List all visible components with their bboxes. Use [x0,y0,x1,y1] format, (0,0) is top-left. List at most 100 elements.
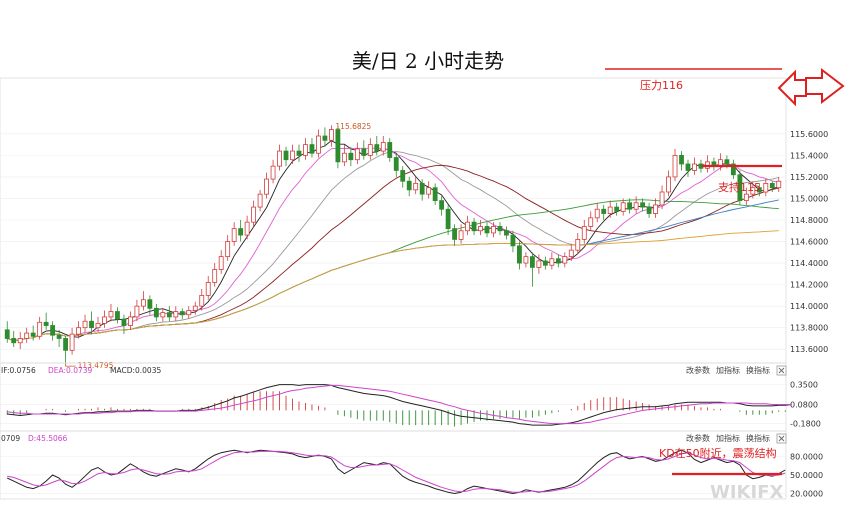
candle-body [510,234,516,247]
candle-body [303,144,308,156]
candle-body [361,148,367,156]
candle [400,166,406,188]
candle-body [147,299,153,309]
candle [102,310,107,328]
candle [413,176,419,195]
macd-tick-label: -0.1800 [790,420,821,429]
candle [426,181,432,199]
candle [510,230,516,253]
candle-body [95,322,101,329]
candle-body [679,154,684,165]
price-tick-label: 114.4000 [790,259,828,268]
change-params-button[interactable]: 改参数 [686,365,710,375]
candlesticks [4,125,782,363]
candle [17,332,23,350]
candle-body [218,256,224,270]
candle [283,146,289,167]
candle-body [646,206,652,214]
candle [497,222,503,236]
candle-body [672,154,678,178]
add-indicator-button[interactable]: 加指标 [716,365,740,375]
close-icon[interactable] [776,433,787,444]
candle [730,159,736,180]
candle-body [63,338,69,351]
candle [685,159,691,177]
candle [328,125,334,147]
kd-panel-border [0,430,787,500]
candle [128,311,133,330]
candle [380,136,386,156]
candle [439,196,445,216]
price-tick-label: 115.0000 [790,194,828,203]
candle [4,321,10,343]
candle [393,153,399,177]
candle-body [542,260,548,266]
candle [309,138,315,158]
candle-body [264,178,269,195]
candle [581,220,587,244]
candle-body [128,316,133,326]
candle-body [426,187,432,195]
candle [484,222,490,238]
candle [445,204,451,236]
candle-body [458,230,464,240]
candle [387,138,393,162]
candle [640,198,646,212]
candle [653,198,658,218]
candle-body [50,325,56,336]
candle-body [633,202,639,210]
switch-indicator-button[interactable]: 换指标 [746,433,770,443]
low-pointer [65,362,76,367]
candle [627,198,633,214]
candle-body [750,187,756,195]
candle-body [387,142,393,158]
candle-body [737,174,743,202]
candle-body [30,332,36,337]
close-icon[interactable] [776,365,787,376]
low-label: 113.4795 [78,361,114,370]
candle-body [238,228,244,236]
candle-body [24,332,30,339]
macd-tick-label: 0.0800 [790,400,818,409]
add-indicator-button[interactable]: 加指标 [716,433,740,443]
candle-body [4,329,10,339]
candle-body [270,165,276,180]
left-arrow-icon [777,69,807,107]
candle-body [367,144,373,156]
candle-body [666,176,671,193]
candle-body [328,129,334,141]
candle [290,144,295,164]
candle [225,235,231,261]
candle-body [225,241,231,258]
kd-note: KD在50附近，震荡结构 [659,446,777,460]
candle [769,181,775,192]
candle [666,170,671,197]
candle-body [277,150,282,167]
candle-body [769,182,775,189]
kd-d-line [7,450,786,493]
candle-body [199,294,205,307]
candle [251,200,257,227]
candle [147,295,153,315]
candle [672,148,678,182]
candle [95,316,101,332]
high-label: 115.6825 [335,122,371,131]
macd-value: MACD:0.0035 [110,366,161,375]
candle-body [607,206,613,214]
change-params-button[interactable]: 改参数 [686,433,710,443]
candle [30,325,36,341]
candle [614,202,620,216]
candle [238,220,244,242]
price-panel: 113.6000 113.8000 114.0000 114.2000 114.4000… [0,77,828,370]
candle-body [231,228,237,242]
candle-body [11,338,17,344]
candle-body [562,256,568,264]
candle-body [452,228,458,240]
candle-body [82,320,88,329]
candle-body [374,144,380,152]
candle [153,304,159,322]
ma120-line [7,230,779,342]
switch-indicator-button[interactable]: 换指标 [746,365,770,375]
candle-body [335,129,341,163]
